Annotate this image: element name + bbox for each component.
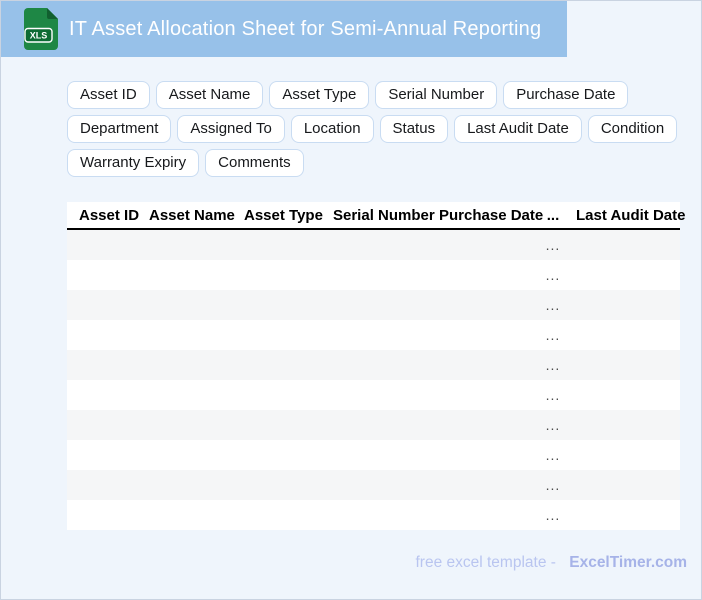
column-header-purchase-date: Purchase Date xyxy=(439,206,544,224)
field-chip-asset-id[interactable]: Asset ID xyxy=(67,81,150,109)
row-ellipsis-cell: ... xyxy=(545,267,561,283)
column-header-last-audit-date: Last Audit Date xyxy=(576,206,686,224)
row-ellipsis-cell: ... xyxy=(545,297,561,313)
table-row: ... xyxy=(67,230,680,260)
table-row: ... xyxy=(67,350,680,380)
field-chip-serial-number[interactable]: Serial Number xyxy=(375,81,498,109)
field-chip-purchase-date[interactable]: Purchase Date xyxy=(503,81,629,109)
field-chip-asset-type[interactable]: Asset Type xyxy=(269,81,370,109)
field-chip-comments[interactable]: Comments xyxy=(205,149,304,177)
row-ellipsis-cell: ... xyxy=(545,237,561,253)
field-chip-asset-name[interactable]: Asset Name xyxy=(155,81,264,109)
table-body: .............................. xyxy=(67,230,680,530)
table-row: ... xyxy=(67,290,680,320)
field-chip-list: Asset ID Asset Name Asset Type Serial Numbe… xyxy=(67,81,695,177)
table-header-row: Asset ID Asset Name Asset Type Serial Numbe… xyxy=(67,202,686,230)
row-ellipsis-cell: ... xyxy=(545,387,561,403)
row-ellipsis-cell: ... xyxy=(545,447,561,463)
footer-brand-link[interactable]: ExcelTimer.com xyxy=(569,554,687,571)
table-row: ... xyxy=(67,440,680,470)
page-title: IT Asset Allocation Sheet for Semi-Annua… xyxy=(69,17,542,40)
field-chip-last-audit-date[interactable]: Last Audit Date xyxy=(454,115,582,143)
field-chip-status[interactable]: Status xyxy=(379,115,449,143)
row-ellipsis-cell: ... xyxy=(545,357,561,373)
field-chip-department[interactable]: Department xyxy=(67,115,172,143)
row-ellipsis-cell: ... xyxy=(545,327,561,343)
table-row: ... xyxy=(67,380,680,410)
column-header-serial-number: Serial Number xyxy=(333,206,435,224)
footer-credit-text: free excel template - xyxy=(415,554,556,571)
row-ellipsis-cell: ... xyxy=(545,477,561,493)
column-header-asset-name: Asset Name xyxy=(149,206,235,224)
header-band: XLS IT Asset Allocation Sheet for Semi-A… xyxy=(1,1,567,57)
field-chip-assigned-to[interactable]: Assigned To xyxy=(177,115,285,143)
column-header-dots: ... xyxy=(546,206,560,224)
xls-file-icon: XLS xyxy=(24,8,58,50)
footer: free excel template - ExcelTimer.com xyxy=(1,554,701,572)
table-row: ... xyxy=(67,320,680,350)
column-header-asset-id: Asset ID xyxy=(79,206,140,224)
svg-text:XLS: XLS xyxy=(30,31,48,41)
asset-table: Asset ID Asset Name Asset Type Serial Numbe… xyxy=(67,202,686,530)
column-header-asset-type: Asset Type xyxy=(244,206,323,224)
field-chip-location[interactable]: Location xyxy=(290,115,374,143)
field-chip-warranty-expiry[interactable]: Warranty Expiry xyxy=(67,149,200,177)
table-row: ... xyxy=(67,500,680,530)
table-row: ... xyxy=(67,470,680,500)
field-chip-condition[interactable]: Condition xyxy=(587,115,678,143)
row-ellipsis-cell: ... xyxy=(545,417,561,433)
row-ellipsis-cell: ... xyxy=(545,507,561,523)
table-row: ... xyxy=(67,260,680,290)
table-row: ... xyxy=(67,410,680,440)
